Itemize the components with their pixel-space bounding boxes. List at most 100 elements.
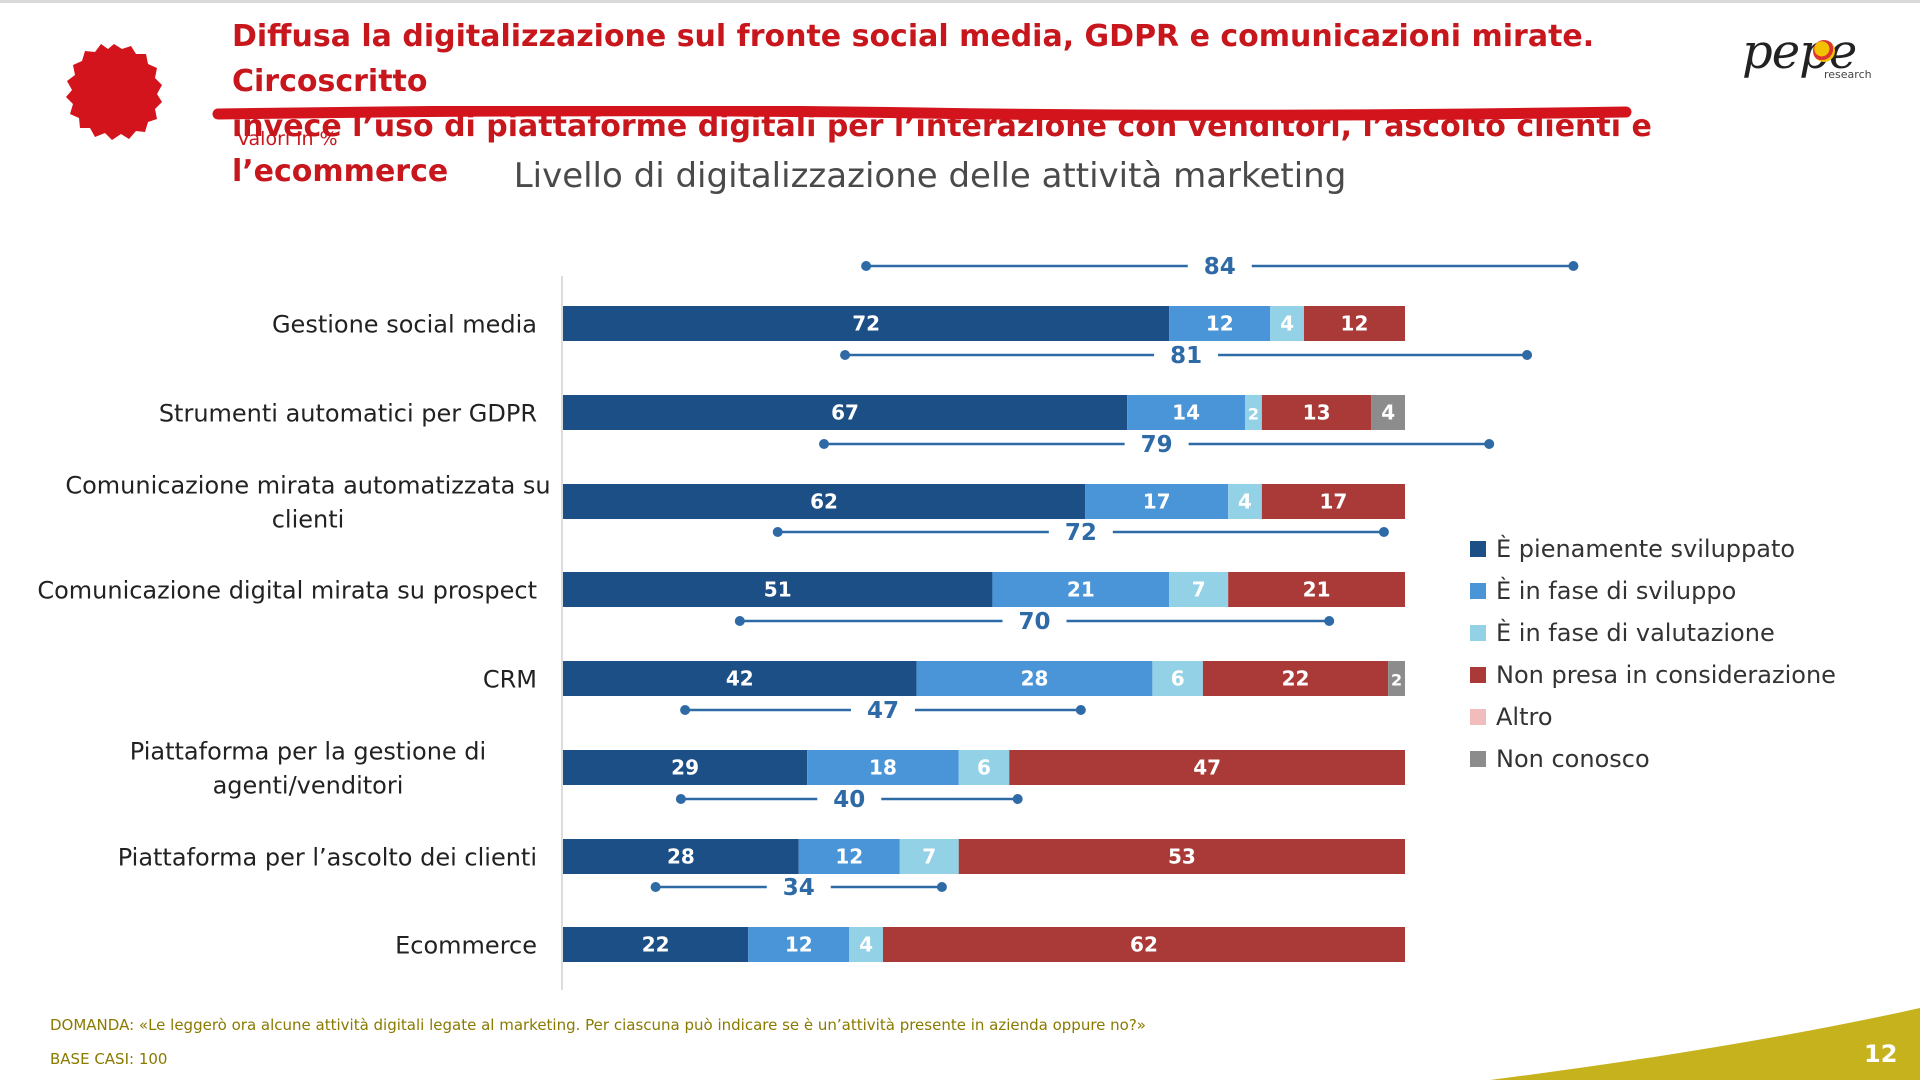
category-label: Comunicazione digital mirata su prospect <box>37 577 537 605</box>
bar-value-label: 22 <box>1282 667 1310 691</box>
total-bracket-dot <box>1522 350 1533 360</box>
bar-segment <box>1169 572 1229 607</box>
category-label: Piattaforma per la gestione di <box>130 738 486 766</box>
legend-label: È in fase di valutazione <box>1496 619 1775 647</box>
total-bracket-dot <box>840 350 851 360</box>
legend-swatch <box>1470 583 1486 599</box>
units-label: Valori in % <box>237 128 338 150</box>
bar-segment <box>563 306 1170 341</box>
total-label: 34 <box>783 875 815 901</box>
bar-segment <box>1261 395 1372 430</box>
bar-value-label: 12 <box>785 933 813 957</box>
headline-underline <box>212 106 1632 121</box>
total-bracket-dot <box>1378 527 1389 537</box>
legend-swatch <box>1470 751 1486 767</box>
bar-value-label: 51 <box>764 578 792 602</box>
total-label: 47 <box>867 698 899 724</box>
category-label: Strumenti automatici per GDPR <box>159 400 537 428</box>
total-label: 79 <box>1141 432 1173 458</box>
legend-item: Non conosco <box>1470 738 1836 780</box>
bar-value-label: 2 <box>1391 671 1402 690</box>
bar-value-label: 7 <box>1192 578 1206 602</box>
legend-swatch <box>1470 667 1486 683</box>
legend-label: È pienamente sviluppato <box>1496 535 1796 563</box>
bar-value-label: 72 <box>852 312 880 336</box>
bar-value-label: 21 <box>1067 578 1095 602</box>
total-bracket-dot <box>680 705 691 715</box>
legend-label: È in fase di sviluppo <box>1496 577 1737 605</box>
total-label: 40 <box>833 787 865 813</box>
category-label: clienti <box>272 506 345 534</box>
bar-segment <box>849 927 883 962</box>
bar-value-label: 28 <box>1021 667 1049 691</box>
bar-value-label: 28 <box>667 845 695 869</box>
bar-segment <box>992 572 1170 607</box>
bar-value-label: 12 <box>1341 312 1369 336</box>
bar-value-label: 67 <box>831 401 859 425</box>
category-label: Comunicazione mirata automatizzata su <box>65 472 550 500</box>
total-bracket-dot <box>1484 439 1495 449</box>
bar-segment <box>563 750 808 785</box>
bar-value-label: 62 <box>810 490 838 514</box>
bar-value-label: 4 <box>1238 490 1252 514</box>
bar-value-label: 7 <box>922 845 936 869</box>
bar-value-label: 42 <box>726 667 754 691</box>
legend-item: Non presa in considerazione <box>1470 654 1836 696</box>
bar-segment <box>563 839 799 874</box>
bar-segment <box>899 839 959 874</box>
bar-segment <box>748 927 850 962</box>
bar-segment <box>1085 484 1229 519</box>
bar-value-label: 6 <box>1171 667 1185 691</box>
total-bracket-dot <box>1075 705 1086 715</box>
bar-value-label: 53 <box>1168 845 1196 869</box>
bar-value-label: 21 <box>1303 578 1331 602</box>
bar-segment <box>563 927 749 962</box>
bar-value-label: 29 <box>671 756 699 780</box>
total-label: 70 <box>1019 609 1051 635</box>
bar-segment <box>1228 572 1405 607</box>
stacked-bar-chart: Gestione social media 72 12 4 1284Strumenti … <box>37 254 1579 990</box>
logo-subtext: research <box>1824 68 1872 81</box>
bar-segment <box>1228 484 1262 519</box>
total-label: 84 <box>1204 254 1236 280</box>
total-bracket-dot <box>861 261 872 271</box>
category-label: CRM <box>483 666 537 694</box>
corner-accent-shape <box>1490 1008 1920 1080</box>
bar-value-label: 14 <box>1172 401 1200 425</box>
category-label: Piattaforma per l’ascolto dei clienti <box>118 844 537 872</box>
bar-segment <box>958 750 1010 785</box>
bar-value-label: 13 <box>1303 401 1331 425</box>
legend-item: È in fase di sviluppo <box>1470 570 1836 612</box>
bar-segment <box>1270 306 1304 341</box>
bar-segment <box>1009 750 1405 785</box>
total-bracket-dot <box>772 527 783 537</box>
bar-value-label: 17 <box>1320 490 1348 514</box>
bar-segment <box>916 661 1153 696</box>
legend-item: Altro <box>1470 696 1836 738</box>
total-label: 72 <box>1065 520 1097 546</box>
legend-label: Altro <box>1496 703 1553 731</box>
legend-swatch <box>1470 709 1486 725</box>
bar-segment <box>563 484 1086 519</box>
bar-value-label: 47 <box>1193 756 1221 780</box>
bar-value-label: 4 <box>859 933 873 957</box>
chart-title: Livello di digitalizzazione delle attivi… <box>513 156 1347 196</box>
footer-question: DOMANDA: «Le leggerò ora alcune attività… <box>50 1016 1146 1034</box>
total-bracket-dot <box>819 439 830 449</box>
total-bracket-dot <box>650 882 661 892</box>
bar-segment <box>1303 306 1405 341</box>
bar-segment <box>1261 484 1405 519</box>
bar-segment <box>1245 395 1262 430</box>
bar-segment <box>563 572 993 607</box>
total-bracket-dot <box>1568 261 1579 271</box>
bar-value-label: 12 <box>1206 312 1234 336</box>
total-bracket-dot <box>675 794 686 804</box>
bar-segment <box>563 661 917 696</box>
bar-segment <box>1127 395 1246 430</box>
bar-value-label: 2 <box>1248 405 1259 424</box>
bar-value-label: 12 <box>835 845 863 869</box>
bar-value-label: 4 <box>1381 401 1395 425</box>
bar-segment <box>1169 306 1271 341</box>
bar-segment <box>807 750 959 785</box>
bar-segment <box>563 395 1128 430</box>
